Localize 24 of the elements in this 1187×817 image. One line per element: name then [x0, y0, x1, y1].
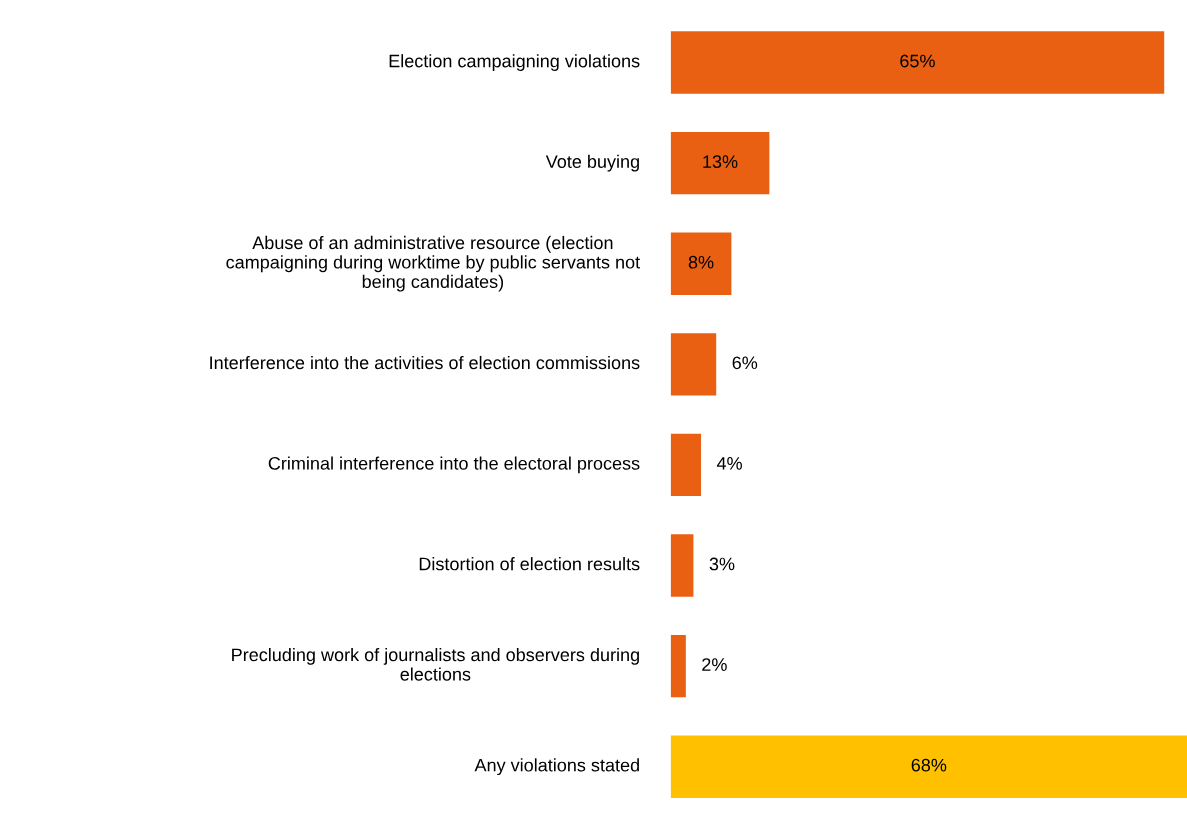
bar	[670, 31, 1165, 94]
y-tick-label: Election campaigning violations	[389, 54, 640, 71]
y-tick-label: Abuse of an administrative resource (election campaigning during worktime by public servants not being candidates)	[226, 235, 640, 292]
y-tick-label: Interference into the activities of election commissions	[210, 355, 640, 370]
data-label: 13%	[703, 155, 738, 168]
data-label: 4%	[716, 457, 742, 470]
bar	[670, 232, 732, 295]
y-tick-label: Distortion of election results	[419, 557, 640, 571]
data-label: 65%	[900, 54, 935, 68]
y-tick-label: Vote buying	[545, 154, 639, 172]
data-label: 8%	[688, 255, 714, 269]
bar	[670, 534, 694, 597]
bar	[670, 131, 770, 195]
y-tick-label: Criminal interference into the electoral process	[268, 456, 640, 474]
y-tick-label: Any violations stated	[474, 758, 639, 776]
y-tick-label: Precluding work of journalists and observers during elections	[232, 647, 639, 681]
data-label: 68%	[911, 758, 947, 772]
bar	[670, 433, 702, 497]
data-label: 6%	[732, 356, 758, 370]
data-label: 2%	[702, 658, 727, 671]
bar	[670, 735, 1187, 798]
bar	[670, 634, 686, 698]
data-label: 3%	[709, 557, 735, 571]
bar	[670, 333, 717, 396]
